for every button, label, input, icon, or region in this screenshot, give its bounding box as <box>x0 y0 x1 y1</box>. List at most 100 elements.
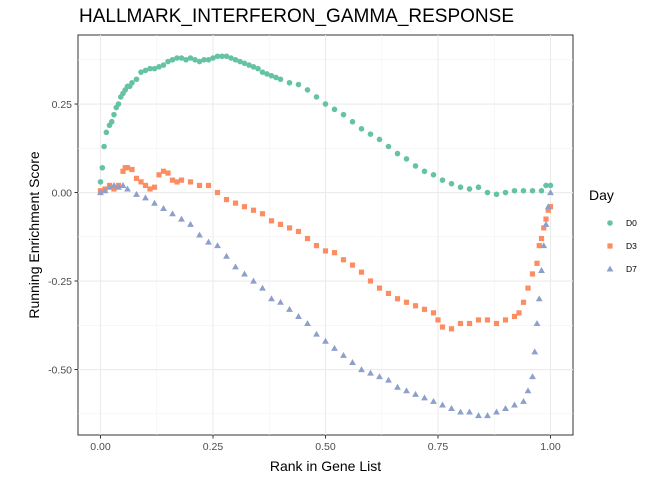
data-point <box>295 228 302 235</box>
data-point <box>295 313 302 319</box>
data-point <box>101 187 109 194</box>
data-point <box>214 53 221 60</box>
data-point <box>264 71 270 77</box>
data-point <box>439 324 446 330</box>
data-point <box>376 373 383 380</box>
data-point <box>403 387 410 394</box>
x-tick-label: 0.75 <box>428 441 449 453</box>
data-point <box>493 320 500 327</box>
data-point <box>219 53 225 60</box>
data-point <box>533 320 541 327</box>
data-point <box>250 64 257 70</box>
data-point <box>178 177 185 183</box>
data-point <box>133 190 140 197</box>
data-point <box>259 69 266 75</box>
data-point <box>516 310 522 316</box>
data-point <box>174 55 180 61</box>
data-point <box>547 204 554 210</box>
data-point <box>241 60 248 67</box>
data-point <box>367 131 374 137</box>
legend-label-d3: D3 <box>626 241 637 251</box>
legend: Day D0 D3 D7 <box>589 187 637 274</box>
data-point <box>232 56 239 63</box>
data-point <box>147 65 153 72</box>
data-point <box>457 320 464 327</box>
data-point <box>99 164 106 171</box>
data-point <box>187 179 194 185</box>
data-point <box>448 326 455 332</box>
data-point <box>313 330 320 337</box>
data-point <box>250 207 257 213</box>
data-point <box>511 401 518 408</box>
data-point <box>484 317 491 323</box>
data-point <box>547 189 554 196</box>
data-point <box>295 81 302 88</box>
data-point <box>196 231 203 238</box>
data-point <box>542 220 550 227</box>
y-axis-title: Running Enrichment Score <box>26 151 42 319</box>
data-point <box>165 170 171 176</box>
data-point <box>313 243 320 249</box>
data-point <box>106 183 113 190</box>
legend-label-d7: D7 <box>626 264 637 274</box>
data-point <box>120 168 126 174</box>
data-point <box>142 182 149 189</box>
data-point <box>268 218 275 224</box>
data-point <box>466 320 473 327</box>
data-point <box>385 290 392 297</box>
data-point <box>111 186 117 192</box>
legend-label-d0: D0 <box>626 218 637 228</box>
data-point <box>259 284 266 291</box>
data-point <box>103 129 110 136</box>
x-tick-label: 0.00 <box>90 441 111 453</box>
data-point <box>439 401 446 408</box>
x-tick-label: 0.50 <box>315 441 336 453</box>
data-point <box>160 62 167 68</box>
data-point <box>448 405 455 412</box>
data-point <box>111 111 117 118</box>
data-point <box>421 394 428 401</box>
data-point <box>129 166 135 173</box>
data-point <box>502 405 509 412</box>
data-point <box>475 184 482 191</box>
data-point <box>511 187 518 194</box>
data-point <box>475 317 482 323</box>
x-axis-title: Rank in Gene List <box>270 458 381 474</box>
data-point <box>430 172 437 178</box>
data-point <box>376 285 383 291</box>
data-point <box>286 79 293 86</box>
data-point <box>358 366 365 373</box>
axes: 0.00 0.25 0.50 0.75 1.00 -0.50 -0.25 0.00 0.25 <box>48 99 561 453</box>
series-d0 <box>97 53 554 198</box>
data-point <box>129 79 135 86</box>
data-point <box>151 184 158 190</box>
data-point <box>520 187 527 194</box>
data-point <box>340 351 347 358</box>
data-point <box>192 56 198 63</box>
legend-key-d0 <box>607 220 613 226</box>
data-point <box>340 257 347 263</box>
data-point <box>531 348 539 355</box>
data-point <box>196 58 203 65</box>
data-point <box>151 65 158 72</box>
data-point <box>196 182 203 189</box>
data-point <box>540 242 548 249</box>
data-point <box>475 412 482 419</box>
data-point <box>412 390 419 397</box>
data-point <box>538 266 545 273</box>
data-point <box>277 221 284 227</box>
data-point <box>403 156 410 162</box>
data-point <box>385 143 392 150</box>
series-d7 <box>97 182 554 419</box>
data-point <box>358 126 365 132</box>
data-point <box>322 248 329 254</box>
data-point <box>358 269 365 275</box>
data-point <box>529 373 536 380</box>
data-point <box>466 186 473 192</box>
data-point <box>241 270 248 277</box>
chart-title: HALLMARK_INTERFERON_GAMMA_RESPONSE <box>79 6 514 27</box>
data-point <box>535 295 543 302</box>
data-point <box>313 94 320 100</box>
data-point <box>430 310 437 316</box>
data-point <box>124 185 131 192</box>
